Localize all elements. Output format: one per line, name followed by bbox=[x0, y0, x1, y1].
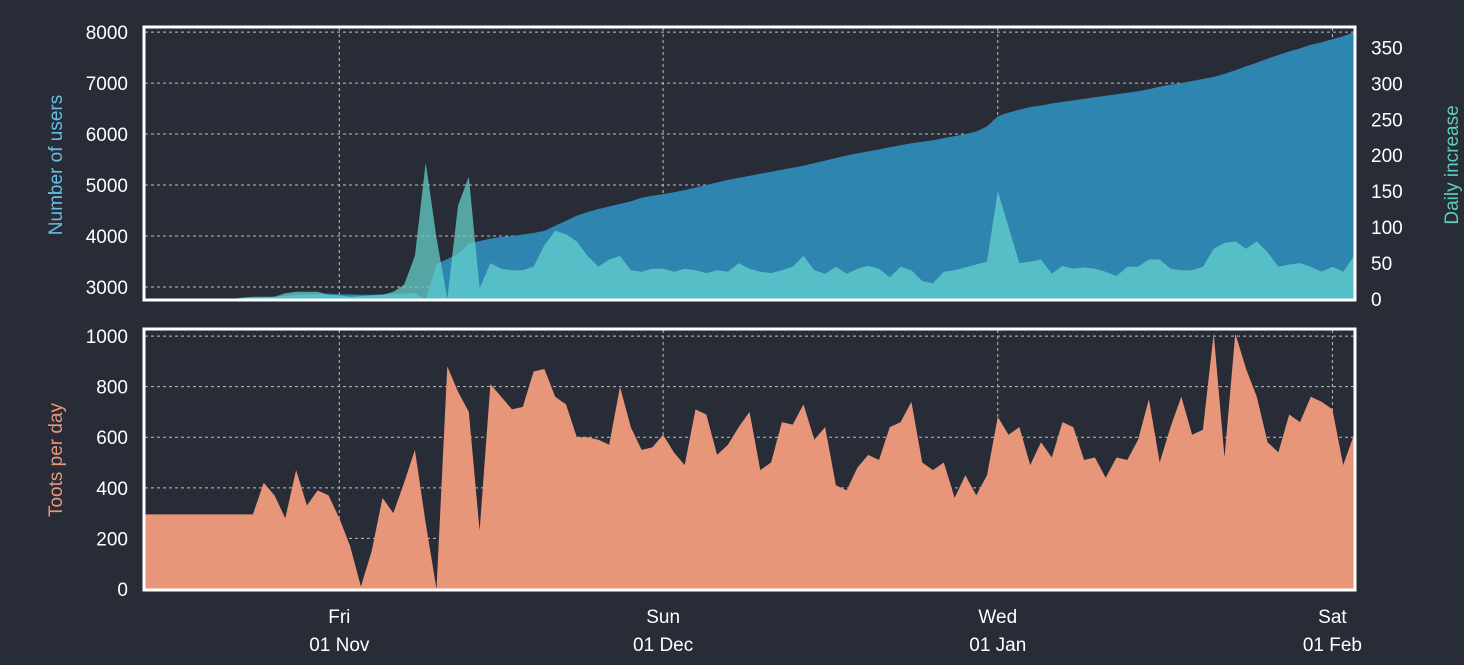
y-left-tick-label: 6000 bbox=[86, 125, 128, 146]
y-left-axis-label: Number of users bbox=[46, 95, 67, 235]
y-right-tick-label: 250 bbox=[1371, 110, 1403, 131]
x-tick-weekday: Fri bbox=[328, 607, 350, 628]
y-right-axis-label: Daily increase bbox=[1442, 105, 1463, 224]
y-left-tick-label: 4000 bbox=[86, 227, 128, 248]
bottom-panel-frame bbox=[142, 327, 1357, 592]
y-tick-label: 400 bbox=[96, 479, 128, 500]
y-tick-label: 0 bbox=[117, 580, 128, 601]
users-area bbox=[145, 32, 1354, 300]
y-right-tick-label: 0 bbox=[1371, 290, 1382, 311]
y-left-tick-label: 3000 bbox=[86, 278, 128, 299]
y-tick-label: 1000 bbox=[86, 327, 128, 348]
toots-area bbox=[145, 333, 1354, 589]
top-panel-frame bbox=[142, 25, 1357, 302]
y-right-tick-label: 300 bbox=[1371, 74, 1403, 95]
x-tick-date: 01 Nov bbox=[309, 635, 370, 656]
x-tick-weekday: Wed bbox=[978, 607, 1017, 628]
y-axis-label: Toots per day bbox=[46, 402, 67, 517]
y-tick-label: 200 bbox=[96, 529, 128, 550]
y-left-tick-label: 8000 bbox=[86, 23, 128, 44]
x-tick-weekday: Sat bbox=[1318, 607, 1347, 628]
x-tick-weekday: Sun bbox=[646, 607, 680, 628]
y-tick-label: 800 bbox=[96, 378, 128, 399]
y-left-tick-label: 7000 bbox=[86, 74, 128, 95]
y-right-tick-label: 50 bbox=[1371, 254, 1392, 275]
y-left-tick-label: 5000 bbox=[86, 176, 128, 197]
y-tick-label: 600 bbox=[96, 428, 128, 449]
y-right-tick-label: 150 bbox=[1371, 182, 1403, 203]
y-right-tick-label: 350 bbox=[1371, 38, 1403, 59]
y-right-tick-label: 100 bbox=[1371, 218, 1403, 239]
x-tick-date: 01 Jan bbox=[969, 635, 1026, 656]
x-tick-date: 01 Feb bbox=[1303, 635, 1362, 656]
daily-increase-area bbox=[145, 162, 1354, 299]
y-right-tick-label: 200 bbox=[1371, 146, 1403, 167]
x-tick-date: 01 Dec bbox=[633, 635, 693, 656]
